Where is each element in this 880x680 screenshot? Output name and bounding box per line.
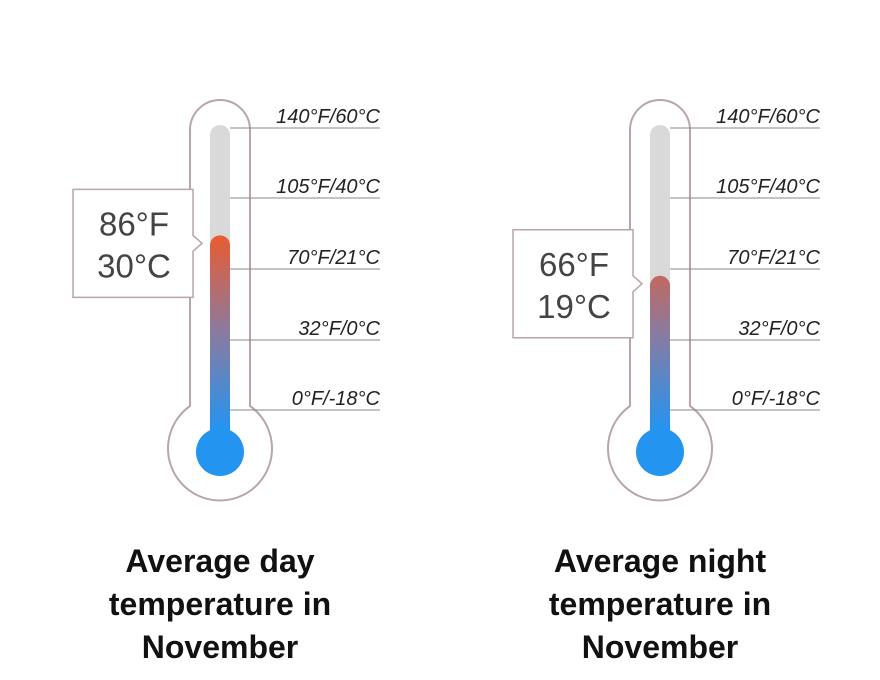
scale-label: 105°F/40°C: [716, 176, 820, 198]
day-thermometer-chart: 140°F/60°C 105°F/40°C 70°F/21°C 32°F/0°C 0°F…: [72, 99, 381, 665]
chart-title: Average day temperature in November: [108, 543, 332, 665]
scale-label: 70°F/21°C: [727, 247, 820, 269]
thermometer-bulb: [196, 428, 244, 476]
night-thermometer-graphic: 140°F/60°C 105°F/40°C 70°F/21°C 32°F/0°C 0°F…: [512, 99, 821, 502]
reading-fahrenheit: 66°F: [539, 246, 609, 283]
callout-box: [72, 188, 204, 299]
reading-celsius: 19°C: [537, 288, 611, 325]
mercury-column: [650, 275, 670, 440]
scale-label: 32°F/0°C: [298, 318, 380, 340]
scale-ticks: [670, 127, 820, 411]
day-thermometer-graphic: 140°F/60°C 105°F/40°C 70°F/21°C 32°F/0°C 0°F…: [72, 99, 381, 502]
scale-label: 140°F/60°C: [716, 106, 820, 128]
reading-fahrenheit: 86°F: [99, 205, 169, 242]
reading-callout: 86°F 30°C: [72, 188, 204, 299]
thermometer-bulb: [636, 428, 684, 476]
scale-label: 140°F/60°C: [276, 106, 380, 128]
night-thermometer-chart: 140°F/60°C 105°F/40°C 70°F/21°C 32°F/0°C 0°F…: [440, 0, 880, 680]
reading-celsius: 30°C: [97, 247, 171, 284]
scale-label: 0°F/-18°C: [292, 388, 381, 410]
scale-label: 70°F/21°C: [287, 247, 380, 269]
chart-title: Average night temperature in November: [548, 543, 772, 665]
reading-callout: 66°F 19°C: [512, 229, 644, 339]
scale-label: 0°F/-18°C: [732, 388, 821, 410]
mercury-column: [210, 235, 230, 440]
scale-ticks: [230, 127, 380, 411]
scale-label: 105°F/40°C: [276, 176, 380, 198]
scale-labels: 140°F/60°C 105°F/40°C 70°F/21°C 32°F/0°C 0°F…: [276, 106, 380, 410]
callout-box: [512, 229, 644, 339]
scale-label: 32°F/0°C: [738, 318, 820, 340]
scale-labels: 140°F/60°C 105°F/40°C 70°F/21°C 32°F/0°C 0°F…: [716, 106, 820, 410]
